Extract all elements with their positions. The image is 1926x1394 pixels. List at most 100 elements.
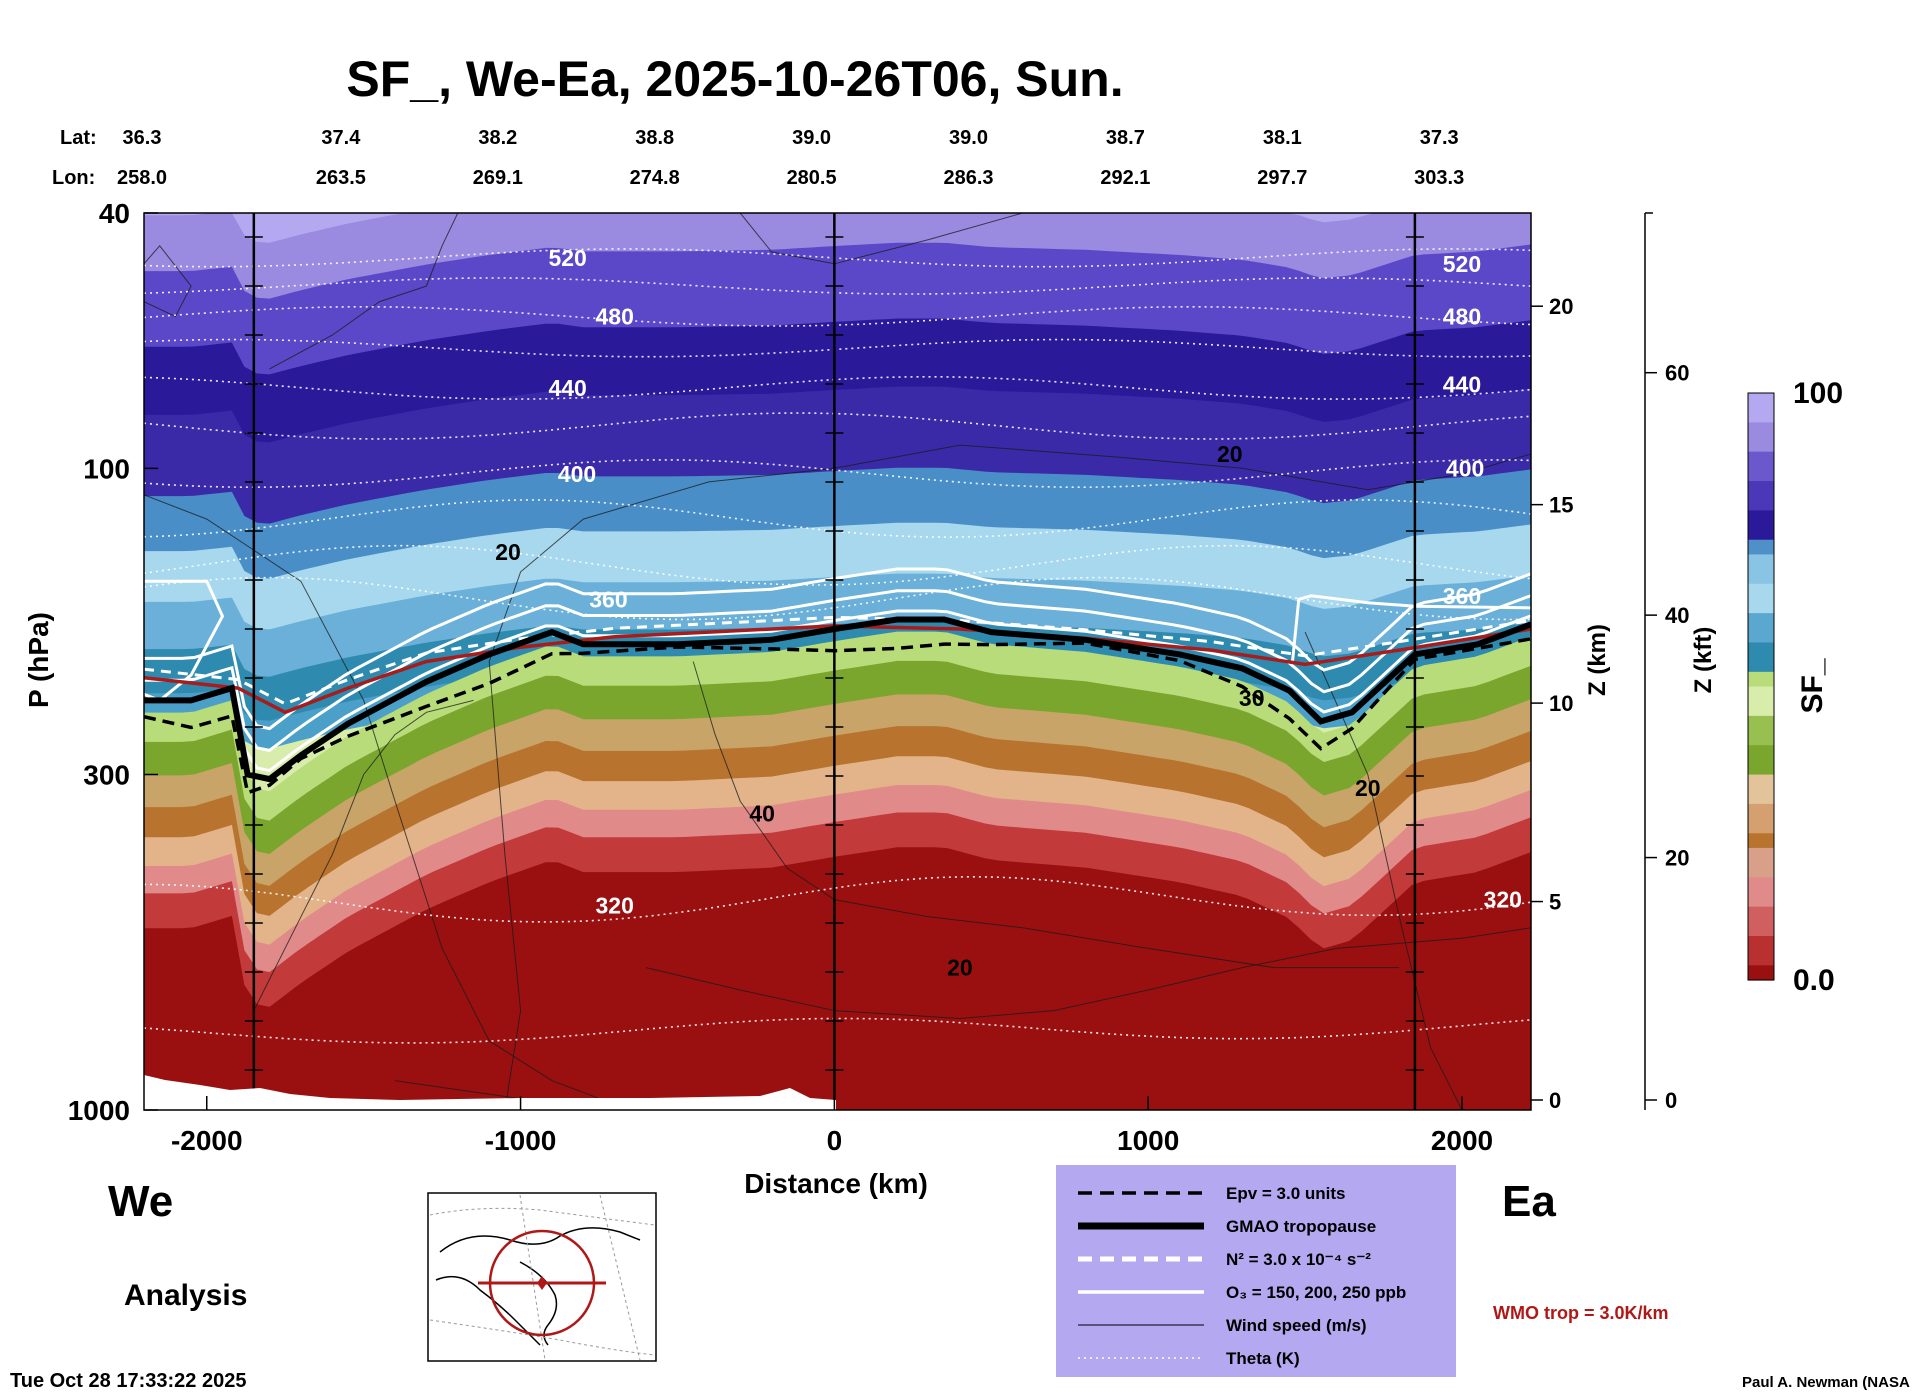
colorbar-swatch	[1748, 965, 1774, 981]
theta-label: 400	[1446, 455, 1484, 481]
colorbar-swatch	[1748, 554, 1774, 570]
wmo-tropopause-line	[144, 624, 1531, 715]
legend-label: N² = 3.0 x 10⁻⁴ s⁻²	[1226, 1250, 1371, 1269]
colorbar-frame	[1747, 392, 1775, 981]
lon-value: 274.8	[630, 167, 680, 189]
y-axis-label: P (hPa)	[23, 612, 54, 708]
colorbar-swatch	[1748, 906, 1774, 922]
z-kft-tick-label: 40	[1665, 603, 1689, 628]
theta-contour	[144, 338, 1531, 358]
colorbar-swatch	[1748, 407, 1774, 423]
colorbar-swatch	[1748, 935, 1774, 952]
colorbar-swatch	[1748, 466, 1774, 482]
colorbar-swatch	[1748, 525, 1774, 541]
wind-contour	[144, 245, 192, 318]
colorbar-swatch	[1748, 642, 1774, 658]
wind-label: 20	[947, 955, 973, 981]
sf-bands	[144, 213, 1531, 1110]
z-km-tick-label: 20	[1549, 294, 1573, 319]
z-kft-tick-label: 60	[1665, 361, 1689, 386]
wind-contour	[692, 661, 1400, 969]
lon-value: 286.3	[943, 167, 993, 189]
theta-label: 480	[1443, 304, 1481, 330]
colorbar-swatch	[1748, 774, 1774, 790]
x-tick-label: 1000	[1117, 1125, 1179, 1156]
terrain-mask	[144, 1075, 836, 1110]
map-graticule	[429, 1194, 656, 1361]
lon-value: 292.1	[1100, 167, 1150, 189]
colorbar-swatch	[1748, 583, 1774, 600]
colorbar-min-label: 0.0	[1793, 964, 1835, 997]
theta-label: 360	[1443, 583, 1481, 609]
east-label: Ea	[1502, 1177, 1556, 1226]
z-kft-axis: 0 20 40 60	[1644, 212, 1689, 1113]
ozone-contour	[1291, 594, 1531, 662]
p-tick-label: 40	[99, 198, 130, 229]
plot-area: 520 520 480 480 440 440 400 400 360 360 320 320 20 20…	[144, 213, 1531, 1110]
z-kft-tick-label: 0	[1665, 1088, 1677, 1113]
lat-value: 38.8	[635, 127, 674, 149]
z-kft-tick-label: 20	[1665, 846, 1689, 871]
p-tick-label: 1000	[68, 1095, 130, 1126]
colorbar-swatch	[1748, 715, 1774, 732]
z-km-tick-label: 5	[1549, 890, 1561, 915]
colorbar-swatch	[1748, 495, 1774, 511]
gmao-tropopause-line	[144, 616, 1531, 783]
lat-value: 36.3	[123, 127, 162, 149]
colorbar-swatch	[1748, 598, 1774, 614]
colorbar-swatch	[1748, 877, 1774, 893]
wmo-trop-label: WMO trop = 3.0K/km	[1493, 1303, 1669, 1323]
colorbar-max-label: 100	[1793, 377, 1843, 410]
colorbar-swatch	[1748, 481, 1774, 497]
theta-label: 520	[1443, 251, 1481, 277]
theta-label: 320	[1484, 887, 1522, 913]
colorbar-swatch	[1748, 686, 1774, 702]
colorbar-swatch	[1748, 833, 1774, 849]
theta-contour	[144, 248, 1531, 268]
theta-label: 360	[589, 586, 627, 612]
map-center-marker	[537, 1276, 547, 1290]
colorbar-swatch	[1748, 921, 1774, 937]
colorbar-swatch	[1748, 437, 1774, 453]
theta-contour	[144, 277, 1531, 295]
legend-label: GMAO tropopause	[1226, 1217, 1376, 1236]
wind-label: 20	[495, 539, 521, 565]
lon-value: 280.5	[787, 167, 837, 189]
lat-value: 37.4	[321, 127, 361, 149]
legend-label: Epv = 3.0 units	[1226, 1184, 1346, 1203]
z-km-label: Z (km)	[1584, 624, 1611, 696]
colorbar	[1747, 392, 1775, 981]
theta-label: 320	[596, 892, 634, 918]
legend-label: O₃ = 150, 200, 250 ppb	[1226, 1283, 1406, 1302]
tropopause-lines	[144, 615, 1531, 795]
lon-value: 269.1	[473, 167, 523, 189]
x-tick-label: -2000	[171, 1125, 243, 1156]
lon-value: 258.0	[117, 167, 167, 189]
colorbar-swatch	[1748, 393, 1774, 409]
lon-value: 297.7	[1257, 167, 1307, 189]
colorbar-swatch	[1748, 803, 1774, 820]
wind-label: 40	[749, 800, 775, 826]
plot-frame	[143, 212, 1532, 1111]
z-km-tick-label: 0	[1549, 1088, 1561, 1113]
lat-label: Lat:	[60, 127, 97, 149]
colorbar-swatch	[1748, 422, 1774, 438]
p-tick-label: 300	[83, 759, 130, 790]
credit-label: Paul A. Newman (NASA	[1742, 1374, 1910, 1391]
colorbar-swatch	[1748, 818, 1774, 834]
analysis-label: Analysis	[124, 1279, 247, 1312]
west-label: We	[108, 1177, 173, 1226]
lon-value: 303.3	[1414, 167, 1464, 189]
locator-map	[427, 1192, 657, 1362]
colorbar-swatch	[1748, 745, 1774, 761]
colorbar-swatch	[1748, 671, 1774, 688]
colorbar-swatch	[1748, 759, 1774, 776]
wind-label: 20	[1355, 775, 1381, 801]
wind-contour	[488, 444, 1531, 1110]
lat-value: 38.7	[1106, 127, 1145, 149]
z-km-tick-label: 10	[1549, 691, 1573, 716]
timestamp: Tue Oct 28 17:33:22 2025	[10, 1370, 246, 1392]
lat-value: 37.3	[1420, 127, 1459, 149]
lat-value: 38.1	[1263, 127, 1302, 149]
